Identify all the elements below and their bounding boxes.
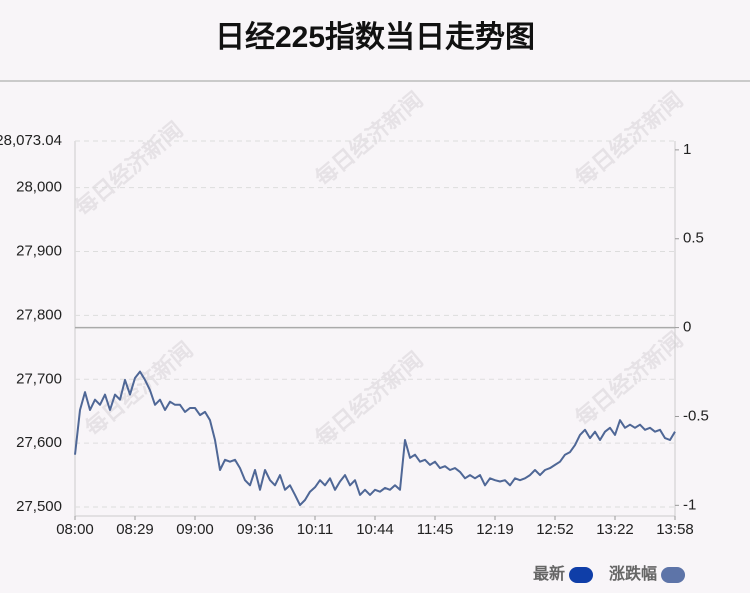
y-tick-label: 27,900 [16,243,62,260]
y-tick-label: 27,800 [16,306,62,323]
x-tick-label: 13:58 [656,521,694,538]
legend-label: 最新 [533,564,565,583]
x-tick-label: 12:52 [536,521,574,538]
x-tick-label: 08:00 [56,521,94,538]
y2-tick-label: -0.5 [683,407,709,424]
y-tick-label: 28,000 [16,179,62,196]
legend-swatch [569,567,594,583]
x-tick-label: 10:11 [297,521,333,538]
x-tick-label: 11:45 [417,521,453,538]
x-tick-label: 13:22 [596,521,634,538]
y2-tick-label: 0 [683,319,691,336]
y2-tick-label: 1 [683,141,691,158]
legend-swatch [661,567,686,583]
y-tick-label: 27,500 [16,498,62,515]
x-tick-label: 08:29 [116,521,154,538]
y2-tick-label: 0.5 [683,230,704,247]
x-tick-label: 09:00 [176,521,214,538]
x-tick-label: 12:19 [476,521,514,538]
y-tick-label: 28,073.04 [0,132,62,149]
data-line [74,370,676,507]
y-tick-label: 27,700 [16,370,62,387]
chart-title: 日经225指数当日走势图 [215,20,535,54]
x-tick-label: 10:44 [356,521,394,538]
legend-label: 涨跌幅 [609,564,657,583]
y-tick-label: 27,600 [16,434,62,451]
x-tick-label: 09:36 [236,521,274,538]
y2-tick-label: -1 [683,496,696,513]
